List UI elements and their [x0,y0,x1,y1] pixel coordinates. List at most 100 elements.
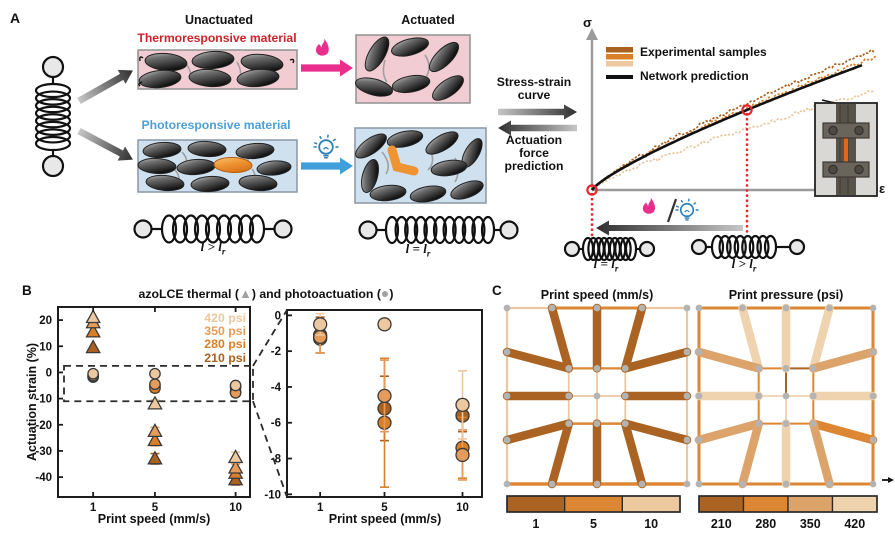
lattice-node [683,480,691,488]
x-tick-label: 10 [456,502,469,514]
network-prediction [591,63,863,191]
scatter-point-circle [149,380,161,392]
arrow-to-photo [77,127,133,161]
network-swatch [606,75,633,79]
lattice-node [621,392,629,400]
spring-extended-small [690,234,806,260]
zoom-connector [252,400,288,498]
colorbar-label: 280 [755,517,776,531]
lattice-node [593,392,601,400]
lattice-edge [502,419,573,445]
plot-frame [286,309,483,498]
scatter-point-triangle [227,459,244,474]
lattice-node [503,480,511,488]
photo-actuated-box [354,127,487,204]
y-tick-label: 0 [275,310,281,322]
photoresponsive-label: Photoresponsive material [141,118,291,132]
y-tick-label: 10 [39,341,52,353]
spring-label-extended: l > lr [200,239,226,257]
lattice-node [782,420,790,428]
panelB-title: azoLCE thermal (▲) and photoactuation (●… [138,285,394,301]
scatter-point-triangle [227,449,244,464]
scatter-point-circle [87,370,99,383]
lattice-node [739,304,746,312]
scatter-point-circle [377,401,392,416]
colorbar-label: 10 [644,517,658,531]
data-points [312,312,470,488]
colorbar-segment [698,495,745,513]
lattice-edge [738,419,763,489]
scatter-point-triangle [85,339,101,354]
lattice-node [869,480,877,488]
lattice-edge [738,303,763,373]
lattice-node [809,420,817,428]
scatter-point-circle [377,388,392,404]
flame-icon [315,38,329,56]
lattice-print-speed-colorbar: 1 5 10 [506,495,681,531]
scatter-point-circle [229,379,242,392]
sigma-axis-label: σ [583,15,592,30]
lattice-node [683,392,691,400]
slash-divider [666,198,678,223]
heat-actuation-arrow [301,59,353,77]
lattice-node [695,348,703,356]
zoom-connector [252,309,288,367]
lattice-node [565,364,573,372]
strain-guides [586,104,753,238]
scatter-point-triangle [85,314,101,329]
lightbulb-icon [313,134,339,159]
stress-strain-forward-arrow [498,104,577,120]
scatter-point-circle [455,440,470,455]
azobenzene-cis-molecule [387,145,419,176]
lattice-edge [694,347,763,373]
lattice-node [782,304,790,312]
tensile-test-photo [814,102,878,197]
scatter-point-circle [455,397,470,412]
panelB-xlabel-inset: Print speed (mm/s) [328,512,442,526]
inset-callout-line [821,99,844,106]
springs [34,55,806,262]
lattice-edge [621,347,692,373]
thermo-actuated-box [355,34,471,104]
scatter-point-circle [229,385,242,398]
stress-strain-legend-swatches [606,47,633,79]
scatter-point-circle [87,369,99,382]
scatter-point-circle [455,447,470,463]
lattice-node [782,480,790,488]
experimental-swatch [606,47,633,53]
lattice-node [548,480,556,488]
lattice-node [869,304,877,312]
lattice-node [809,364,817,372]
scatter-point-circle [87,367,99,380]
scatter-point-triangle [147,422,163,438]
scatter-point-circle [229,386,242,399]
scatter-point-circle [87,371,99,383]
pressure-legend-item: 280 psi [204,337,246,352]
panelB-xlabel-main: Print speed (mm/s) [97,512,211,526]
curve-marker [741,104,753,116]
lattice-edge [547,419,573,489]
scatter-point-circle [455,408,470,423]
scatter-point-triangle [85,323,101,338]
scatter-point-triangle [227,471,244,486]
colorbar-frame [506,495,681,513]
lattice-node [638,480,646,488]
y-tick-label: -4 [271,382,282,394]
lattice-print-pressure-colorbar: 210 280 350 420 [698,495,878,531]
azobenzene-trans-molecule [213,156,253,174]
colorbar-segment [787,495,834,513]
strain-recovery-arrow [596,220,743,236]
scatter-point-circle [229,381,242,393]
lattice-edge [809,303,834,373]
panel-label-A: A [10,10,21,26]
y-tick-label: -2 [271,346,281,358]
colorbar-label: 350 [800,517,821,531]
lattice-edge [621,419,692,445]
edge-arrow-mark [882,477,894,483]
actuated-heading: Actuated [401,13,455,27]
spring-label-relaxed: l = lr [405,241,431,259]
lattice-node [683,304,691,312]
scatter-point-circle [312,329,328,344]
origin-marker [586,184,598,196]
